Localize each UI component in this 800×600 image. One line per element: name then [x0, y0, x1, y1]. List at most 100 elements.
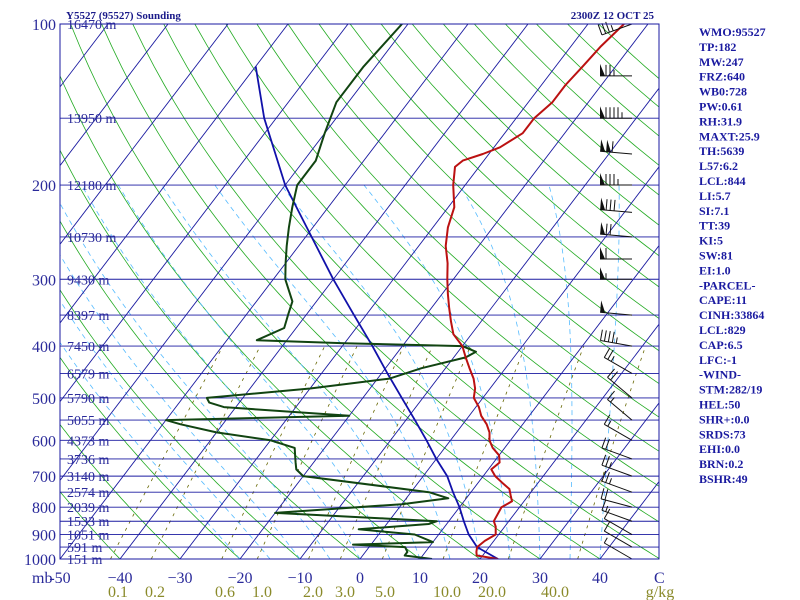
mixing-ratio-label: g/kg: [646, 584, 674, 600]
wind-barb: [607, 390, 633, 421]
pressure-tick-label: 200: [32, 178, 56, 195]
mixing-ratio-label: 40.0: [541, 584, 569, 600]
stats-panel: WMO:95527TP:182MW:247FRZ:640WB0:728PW:0.…: [699, 25, 766, 486]
mixing-ratio-line: [221, 345, 326, 559]
height-label: 4373 m: [67, 434, 110, 449]
mixing-ratio-label: 2.0: [303, 584, 323, 600]
isotherm-line: [239, 24, 649, 559]
moist-adiabat-line: [548, 184, 573, 559]
wind-barb: [600, 139, 633, 155]
stat-line: LCL:829: [699, 323, 746, 337]
height-label: 1051 m: [67, 529, 110, 544]
isotherm-line: [60, 24, 169, 167]
mixing-ratio-label: 3.0: [335, 584, 355, 600]
wind-barb: [601, 454, 633, 477]
height-label: 7450 m: [67, 340, 110, 355]
plot-border: [59, 23, 660, 560]
height-label: 1533 m: [67, 515, 110, 530]
pressure-tick-label: 400: [32, 339, 56, 356]
height-label: 591 m: [67, 541, 103, 556]
wind-barb: [600, 222, 633, 238]
stat-line: TH:5639: [699, 144, 744, 158]
height-label: 6579 m: [67, 367, 110, 382]
height-label: 12180 m: [67, 179, 117, 194]
mb-unit-label: mb: [32, 570, 52, 587]
stat-line: LI:5.7: [699, 189, 731, 203]
isotherm-line: [60, 24, 469, 559]
height-label: 9430 m: [67, 273, 110, 288]
stat-line: TP:182: [699, 40, 736, 54]
isotherm-line: [119, 24, 529, 559]
stat-line: MAXT:25.9: [699, 129, 760, 143]
pressure-tick-label: 300: [32, 272, 56, 289]
wind-barb: [600, 488, 633, 508]
stat-line: LFC:-1: [699, 353, 737, 367]
stat-line: FRZ:640: [699, 70, 745, 84]
wind-barb: [603, 521, 633, 548]
isotherm-line: [479, 323, 659, 559]
wind-barb: [603, 508, 633, 535]
wind-barb: [600, 247, 632, 260]
height-label: 16470 m: [67, 18, 117, 33]
mixing-ratio-label: 10.0: [433, 584, 461, 600]
stat-line: PW:0.61: [699, 100, 743, 114]
stat-line: MW:247: [699, 55, 744, 69]
pressure-tick-label: 100: [32, 17, 56, 34]
stat-line: SRDS:73: [699, 427, 746, 441]
stat-line: LCL:844: [699, 174, 746, 188]
pressure-tick-label: 800: [32, 500, 56, 517]
mixing-ratio-label: 0.1: [108, 584, 128, 600]
wind-barb: [607, 368, 633, 399]
stat-line: CINH:33864: [699, 308, 764, 322]
wind-barb: [603, 414, 633, 441]
height-label: 2039 m: [67, 501, 110, 516]
pressure-tick-label: 600: [32, 433, 56, 450]
isotherm-line: [419, 244, 659, 559]
stat-line: SHR+:0.0: [699, 412, 750, 426]
temperature-trace: [444, 24, 625, 559]
temperature-tick-label: 20: [472, 570, 488, 587]
mixing-ratio-label: 0.2: [145, 584, 165, 600]
wind-barb: [603, 537, 633, 560]
dry-adiabat-line: [163, 24, 659, 523]
mixing-ratio-line: [507, 345, 585, 559]
moist-adiabat-line: [280, 184, 481, 559]
wind-barb: [597, 21, 633, 36]
stat-line: TT:39: [699, 219, 730, 233]
temperature-tick-label: −10: [287, 570, 312, 587]
stat-line: SI:7.1: [699, 204, 729, 218]
height-label: 151 m: [67, 553, 103, 568]
pressure-tick-label: 1000: [24, 552, 56, 569]
isotherm-line: [539, 402, 659, 559]
moist-adiabat-line: [60, 202, 331, 559]
stat-line: BSHR:49: [699, 472, 748, 486]
moist-adiabat-line: [161, 184, 421, 559]
stat-line: -PARCEL-: [699, 278, 755, 292]
stat-line: WB0:728: [699, 85, 747, 99]
stat-line: L57:6.2: [699, 159, 738, 173]
height-label: 10730 m: [67, 231, 117, 246]
isotherm-line: [60, 24, 289, 324]
chart-title-right: 2300Z 12 OCT 25: [571, 10, 655, 22]
pressure-tick-label: 500: [32, 391, 56, 408]
wind-barb: [600, 173, 632, 186]
wind-barb: [600, 300, 633, 316]
mixing-ratio-label: 0.6: [215, 584, 235, 600]
isotherm-line: [299, 87, 659, 559]
height-label: 2574 m: [67, 486, 110, 501]
wind-barb: [601, 499, 633, 522]
mixing-ratio-label: 1.0: [252, 584, 272, 600]
degc-unit-label: C: [654, 570, 665, 587]
stat-line: EHI:0.0: [699, 442, 740, 456]
temperature-tick-label: 0: [356, 570, 364, 587]
dewpoint-trace: [164, 24, 477, 559]
stat-line: SW:81: [699, 249, 733, 263]
mixing-ratio-line: [442, 345, 526, 559]
dry-adiabat-line: [132, 24, 659, 559]
temperature-tick-label: 10: [412, 570, 428, 587]
stat-line: -WIND-: [699, 368, 741, 382]
wind-barb: [599, 329, 633, 347]
moist-adiabat-line: [117, 184, 391, 559]
